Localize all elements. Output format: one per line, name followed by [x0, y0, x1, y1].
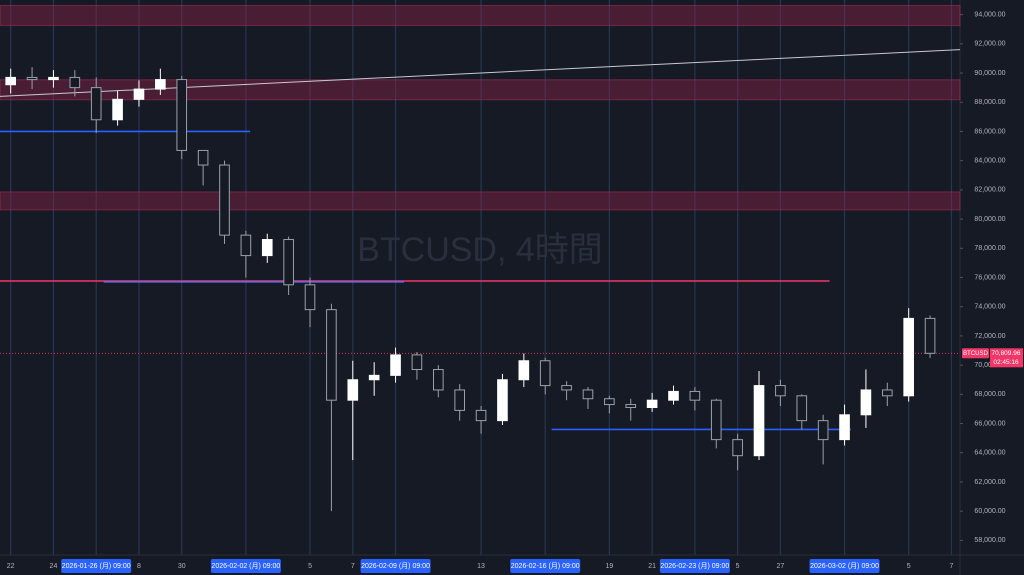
x-tick-label: 22	[7, 563, 15, 570]
candle-body	[219, 164, 230, 236]
x-tick-label: 7	[351, 563, 355, 570]
candle-body	[561, 385, 572, 391]
symbol-label: BTCUSD	[963, 351, 988, 357]
x-tick-label: 2026-02-02 (月) 09:00	[211, 562, 280, 570]
x-tick-highlight	[210, 559, 281, 573]
y-tick-label: 64,000.00	[974, 450, 1005, 457]
candle-body	[646, 399, 658, 408]
candle-body	[775, 385, 786, 397]
x-tick-highlight	[809, 559, 880, 573]
x-tick-label: 7	[949, 563, 953, 570]
price-badge	[990, 348, 1023, 368]
candle-body	[475, 409, 487, 422]
symbol-badge	[962, 348, 989, 359]
y-tick-label: 82,000.00	[974, 187, 1005, 194]
candle-body	[48, 76, 59, 81]
x-tick-label: 5	[308, 563, 312, 570]
price-label: 70,809.96	[992, 350, 1021, 357]
y-tick-label: 60,000.00	[974, 508, 1005, 515]
candle-body	[668, 390, 679, 401]
x-tick-label: 13	[477, 563, 485, 570]
candle-body	[796, 395, 808, 422]
x-tick-label: 30	[178, 563, 186, 570]
candle-body	[604, 398, 615, 406]
watermark: BTCUSD, 4時間	[357, 231, 603, 269]
candle-body	[817, 420, 829, 441]
y-tick-label: 84,000.00	[974, 158, 1005, 165]
candle-body	[133, 88, 145, 100]
y-tick-label: 88,000.00	[974, 99, 1005, 106]
x-tick-label: 19	[605, 563, 613, 570]
x-tick-highlight	[510, 559, 581, 573]
x-tick-label: 24	[50, 563, 58, 570]
y-tick-label: 66,000.00	[974, 420, 1005, 427]
x-tick-label: 8	[137, 563, 141, 570]
y-tick-label: 72,000.00	[974, 333, 1005, 340]
x-tick-label: 5	[907, 563, 911, 570]
candle-body	[518, 360, 530, 381]
zone	[0, 191, 961, 211]
candle-body	[903, 317, 914, 397]
candle-body	[497, 379, 508, 422]
candle-body	[539, 360, 551, 387]
candle-body	[261, 239, 273, 257]
y-tick-label: 86,000.00	[974, 128, 1005, 135]
candle-body	[582, 389, 594, 400]
candle-body	[753, 385, 765, 457]
y-tick-label: 90,000.00	[974, 70, 1005, 77]
candle-body	[625, 404, 637, 408]
y-tick-label: 68,000.00	[974, 391, 1005, 398]
y-tick-label: 92,000.00	[974, 41, 1005, 48]
y-tick-label: 76,000.00	[974, 274, 1005, 281]
y-tick-label: 74,000.00	[974, 304, 1005, 311]
candle-body	[710, 399, 722, 441]
x-tick-label: 2026-03-02 (月) 09:00	[810, 562, 879, 570]
candle-body	[839, 414, 850, 441]
y-tick-label: 78,000.00	[974, 245, 1005, 252]
y-tick-label: 94,000.00	[974, 11, 1005, 18]
candle-body	[732, 439, 743, 457]
zone	[0, 5, 961, 27]
candle-body	[411, 354, 423, 371]
candle-body	[176, 79, 188, 151]
x-tick-label: 2026-02-09 (月) 09:00	[361, 562, 430, 570]
x-tick-label: 2026-02-16 (月) 09:00	[511, 562, 580, 570]
candle-body	[881, 389, 893, 397]
candle-body	[90, 87, 102, 121]
y-tick-label: 62,000.00	[974, 479, 1005, 486]
candle-body	[924, 317, 936, 354]
candle-body	[454, 389, 465, 411]
candle-body	[390, 354, 401, 376]
candle-body	[240, 234, 252, 257]
candle-body	[432, 369, 444, 391]
x-tick-label: 27	[777, 563, 785, 570]
candle-body	[197, 149, 209, 166]
candle-body	[112, 98, 123, 121]
x-tick-label: 2026-02-23 (月) 09:00	[660, 562, 729, 570]
candle-body	[69, 76, 81, 89]
candle-body	[26, 76, 38, 81]
candle-body	[689, 390, 701, 401]
x-tick-highlight	[360, 559, 431, 573]
y-tick-label: 80,000.00	[974, 216, 1005, 223]
candle-body	[155, 79, 166, 90]
candle-body	[326, 309, 337, 401]
y-tick-label: 58,000.00	[974, 537, 1005, 544]
x-tick-highlight	[659, 559, 730, 573]
candle-body	[283, 239, 294, 286]
countdown-label: 02:45:16	[993, 359, 1019, 366]
candle-body	[368, 374, 380, 381]
x-tick-label: 2026-01-26 (月) 09:00	[62, 562, 131, 570]
candle-body	[860, 389, 872, 416]
candle-body	[5, 76, 17, 86]
x-tick-label: 21	[648, 563, 656, 570]
x-tick-highlight	[61, 559, 132, 573]
candle-body	[347, 379, 359, 401]
x-tick-label: 5	[736, 563, 740, 570]
candle-body	[304, 284, 316, 311]
